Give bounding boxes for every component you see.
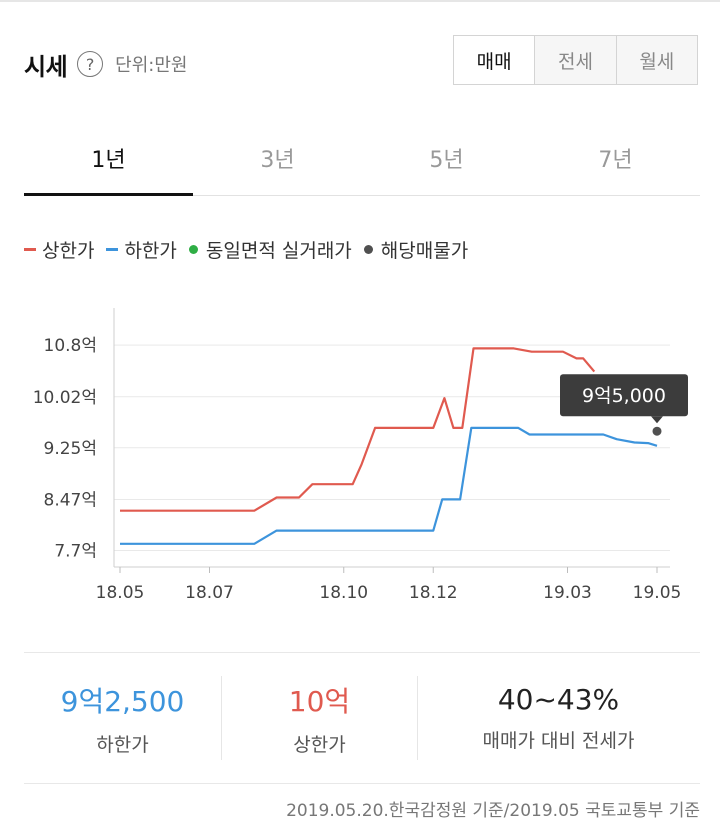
x-tick-label: 18.05 bbox=[96, 583, 145, 603]
listing-price-point bbox=[652, 426, 662, 436]
summary-upper: 10억 상한가 bbox=[221, 676, 417, 760]
x-tick-label: 18.10 bbox=[319, 583, 368, 603]
tooltip-text: 9억5,000 bbox=[582, 385, 666, 407]
chart-legend: 상한가 하한가 동일면적 실거래가 해당매물가 bbox=[24, 234, 480, 264]
y-tick-label: 9.25억 bbox=[44, 439, 98, 459]
summary-jeonse-ratio: 40~43% 매매가 대비 전세가 bbox=[417, 676, 699, 760]
summary-lower-label: 하한가 bbox=[96, 733, 149, 756]
unit-label: 단위:만원 bbox=[115, 55, 188, 76]
legend-label-upper: 상한가 bbox=[42, 239, 95, 262]
x-tick-label: 18.12 bbox=[409, 583, 458, 603]
legend-item-upper: 상한가 bbox=[24, 236, 94, 263]
summary-lower-value: 9억2,500 bbox=[60, 684, 185, 718]
price-header: 시세 ? 단위:만원 bbox=[24, 44, 187, 84]
question-circle-icon[interactable]: ? bbox=[77, 51, 104, 77]
tab-period-5y[interactable]: 5년 bbox=[429, 148, 464, 173]
summary-ratio-label: 매매가 대비 전세가 bbox=[482, 730, 635, 752]
legend-item-lower: 하한가 bbox=[106, 236, 177, 263]
legend-label-actual-trade: 동일면적 실거래가 bbox=[205, 239, 352, 262]
tab-sale[interactable]: 매매 bbox=[454, 36, 535, 84]
tooltip-pointer bbox=[651, 416, 663, 424]
tab-monthly-rent[interactable]: 월세 bbox=[615, 36, 697, 84]
legend-item-actual-trade: 동일면적 실거래가 bbox=[188, 236, 352, 263]
tab-period-7y[interactable]: 7년 bbox=[598, 148, 633, 173]
data-source-footnote: 2019.05.20.한국감정원 기준/2019.05 국토교통부 기준 bbox=[286, 801, 700, 821]
legend-label-lower: 하한가 bbox=[124, 239, 177, 262]
tab-period-3y[interactable]: 3년 bbox=[260, 148, 295, 173]
x-tick-label: 18.07 bbox=[185, 583, 234, 603]
y-tick-label: 10.02억 bbox=[33, 388, 97, 408]
x-tick-label: 19.05 bbox=[633, 583, 682, 603]
top-border bbox=[0, 0, 720, 2]
tab-jeonse[interactable]: 전세 bbox=[534, 36, 616, 84]
summary-upper-value: 10억 bbox=[288, 684, 351, 718]
y-tick-label: 10.8억 bbox=[44, 336, 98, 356]
price-chart: 10.8억 10.02억 9.25억 8.47억 7.7억 18.05 18.07 18.10… bbox=[33, 308, 688, 603]
summary-lower: 9억2,500 하한가 bbox=[24, 676, 221, 760]
y-tick-label: 7.7억 bbox=[54, 541, 97, 561]
page-title: 시세 bbox=[24, 52, 68, 81]
price-summary: 9억2,500 하한가 10억 상한가 40~43% 매매가 대비 전세가 bbox=[24, 652, 700, 784]
upper-price-line bbox=[120, 347, 596, 512]
lower-price-line bbox=[120, 426, 658, 545]
tooltip-box bbox=[560, 374, 688, 417]
legend-label-listing: 해당매물가 bbox=[380, 239, 469, 262]
legend-swatch-upper bbox=[24, 247, 36, 251]
period-tabs: 1년 3년 5년 7년 bbox=[24, 128, 700, 196]
legend-swatch-listing bbox=[363, 244, 373, 254]
legend-swatch-lower bbox=[106, 247, 119, 251]
trade-type-tabs: 매매 전세 월세 bbox=[453, 35, 698, 85]
summary-upper-label: 상한가 bbox=[293, 733, 346, 756]
tab-period-1y[interactable]: 1년 bbox=[24, 128, 193, 196]
summary-ratio-value: 40~43% bbox=[497, 683, 620, 716]
x-tick-label: 19.03 bbox=[543, 583, 592, 603]
y-tick-label: 8.47억 bbox=[44, 490, 98, 510]
legend-item-listing: 해당매물가 bbox=[363, 236, 469, 263]
legend-swatch-actual-trade bbox=[188, 244, 198, 254]
